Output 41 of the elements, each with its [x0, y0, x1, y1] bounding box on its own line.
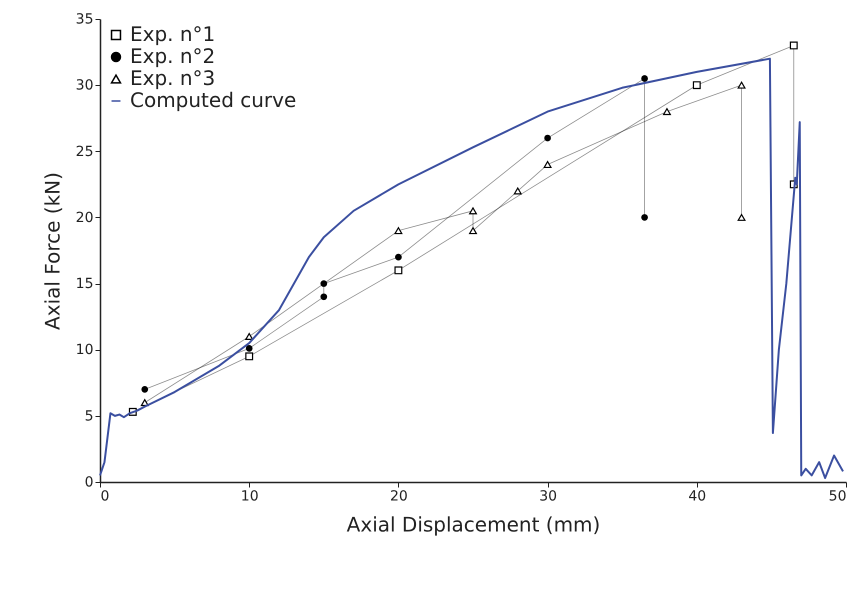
legend-label: Computed curve	[130, 88, 296, 112]
point	[641, 214, 648, 221]
point	[663, 108, 671, 116]
point	[469, 207, 477, 214]
y-tick-label: 20	[76, 210, 94, 226]
point	[738, 214, 746, 221]
point	[790, 42, 798, 50]
point	[320, 293, 328, 300]
legend-label: Exp. n°3	[130, 66, 216, 90]
point	[692, 81, 701, 90]
y-tick-label: 35	[76, 12, 94, 28]
point	[641, 75, 648, 82]
y-tick-label: 0	[84, 474, 94, 490]
point	[141, 386, 148, 393]
point	[394, 227, 402, 234]
x-tick-label: 10	[240, 488, 259, 504]
point	[738, 82, 746, 89]
legend-label: Exp. n°2	[130, 44, 216, 68]
point	[469, 227, 477, 234]
point	[514, 187, 522, 194]
x-tick-label: 30	[539, 488, 558, 504]
point	[394, 266, 402, 274]
point	[245, 332, 254, 340]
point	[245, 352, 254, 360]
y-tick-label: 5	[84, 408, 94, 424]
x-tick-label: 20	[390, 488, 408, 504]
point	[246, 345, 253, 352]
x-axis-title: Axial Displacement (mm)	[346, 512, 600, 536]
point	[320, 280, 328, 287]
y-tick-label: 15	[76, 276, 94, 292]
legend-label: Exp. n°1	[130, 22, 216, 46]
y-tick-label: 30	[76, 78, 94, 94]
x-tick-label: 0	[100, 488, 110, 504]
y-tick-label: 25	[76, 144, 94, 160]
y-axis-title: Axial Force (kN)	[40, 172, 65, 330]
y-tick-label: 10	[76, 342, 94, 358]
point	[544, 161, 552, 168]
point	[544, 134, 551, 142]
x-tick-label: 50	[828, 488, 846, 504]
x-tick-label: 40	[688, 488, 706, 504]
point	[395, 254, 402, 260]
